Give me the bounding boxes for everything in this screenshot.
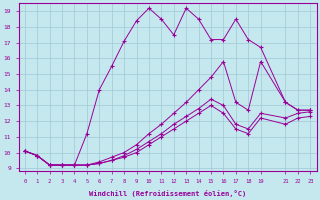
X-axis label: Windchill (Refroidissement éolien,°C): Windchill (Refroidissement éolien,°C) (89, 190, 246, 197)
